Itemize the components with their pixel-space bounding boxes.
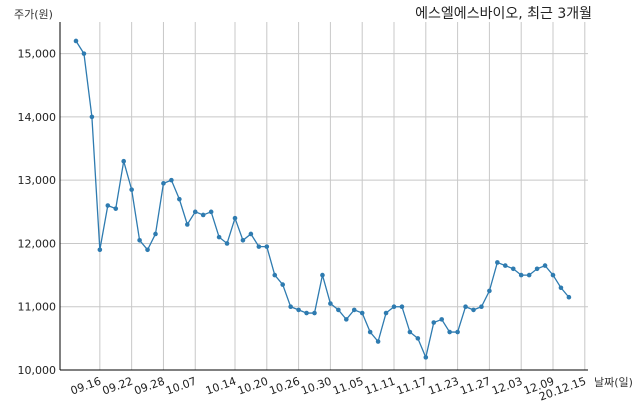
data-point <box>169 177 174 183</box>
data-point <box>550 272 556 278</box>
data-point <box>105 203 111 208</box>
data-point <box>526 272 532 278</box>
data-point <box>423 355 429 360</box>
data-point <box>200 212 206 218</box>
x-tick-label: 11.23 <box>427 375 461 398</box>
x-tick-label: 12.03 <box>490 375 524 398</box>
x-tick-label: 09.16 <box>69 375 103 398</box>
data-point <box>185 222 190 227</box>
data-point <box>137 237 142 243</box>
data-point <box>264 244 270 249</box>
data-point <box>510 266 516 272</box>
data-point <box>81 51 87 56</box>
data-point <box>487 288 492 294</box>
data-point <box>224 241 230 246</box>
data-point <box>375 339 381 344</box>
y-tick-label: 15,000 <box>18 48 57 61</box>
data-point <box>145 247 150 253</box>
data-point <box>73 38 79 44</box>
data-point <box>248 231 254 237</box>
data-point <box>208 209 214 215</box>
data-point <box>431 320 437 325</box>
x-axis-label: 날짜(일) <box>594 375 633 389</box>
data-point <box>351 307 357 313</box>
data-point <box>97 247 103 253</box>
data-point <box>558 285 564 291</box>
data-point <box>129 187 134 192</box>
data-point <box>566 294 572 300</box>
data-point <box>89 114 95 120</box>
data-point <box>455 329 460 335</box>
data-point <box>463 304 468 310</box>
data-point <box>344 317 349 322</box>
data-point <box>256 244 262 249</box>
data-point <box>399 304 405 310</box>
data-point <box>232 215 238 221</box>
y-tick-label: 12,000 <box>18 237 57 250</box>
y-tick-label: 11,000 <box>18 301 57 314</box>
x-tick-label: 10.30 <box>299 375 333 398</box>
data-point <box>328 301 333 306</box>
y-axis-label: 주가(원) <box>14 8 53 21</box>
x-tick-label: 10.14 <box>204 375 238 398</box>
data-point <box>495 260 500 265</box>
data-point <box>121 158 126 164</box>
data-point <box>479 304 484 310</box>
axis-layer: 10,000 11,000 12,000 13,000 14,000 15,000 09.1… <box>18 22 588 404</box>
data-point <box>471 307 476 313</box>
y-tick-label: 14,000 <box>18 111 57 124</box>
data-point <box>296 307 301 313</box>
data-point <box>439 317 445 322</box>
data-point <box>280 282 286 287</box>
y-tick-label: 10,000 <box>18 364 57 377</box>
data-point <box>336 307 341 313</box>
data-point <box>240 237 246 243</box>
data-point <box>542 263 548 268</box>
x-tick-label: 09.28 <box>132 375 166 398</box>
data-point <box>407 329 413 335</box>
data-point <box>288 304 293 310</box>
data-point <box>391 304 397 310</box>
data-point <box>113 206 119 211</box>
data-point <box>503 263 508 268</box>
x-tick-label: 11.27 <box>458 375 492 398</box>
x-tick-label: 10.20 <box>236 375 270 398</box>
x-tick-label: 11.11 <box>363 375 397 398</box>
data-point <box>177 196 182 202</box>
x-tick-label: 11.05 <box>331 375 365 398</box>
data-point <box>367 329 373 335</box>
data-point <box>415 336 421 341</box>
y-tick-label: 13,000 <box>18 174 57 187</box>
data-point <box>304 310 309 316</box>
data-point <box>312 310 317 316</box>
label-layer: 에스엘에스바이오, 최근 3개월 주가(원) 날짜(일) <box>14 6 633 389</box>
x-tick-label: 10.07 <box>164 375 198 398</box>
data-point <box>447 329 452 335</box>
series-layer <box>73 38 572 360</box>
x-tick-label: 10.26 <box>268 375 302 398</box>
data-point <box>320 272 325 278</box>
chart-title: 에스엘에스바이오, 최근 3개월 <box>415 6 592 22</box>
x-tick-label: 11.17 <box>395 375 429 398</box>
data-point <box>216 234 222 240</box>
series-line <box>75 40 570 360</box>
grid-layer <box>60 22 588 371</box>
data-point <box>383 310 389 316</box>
data-point <box>518 272 524 278</box>
data-point <box>359 310 365 316</box>
data-point <box>534 266 540 272</box>
data-point <box>192 209 198 215</box>
data-point <box>161 181 166 186</box>
data-point <box>153 231 158 237</box>
data-point <box>272 272 278 278</box>
x-tick-label: 09.22 <box>101 375 135 398</box>
